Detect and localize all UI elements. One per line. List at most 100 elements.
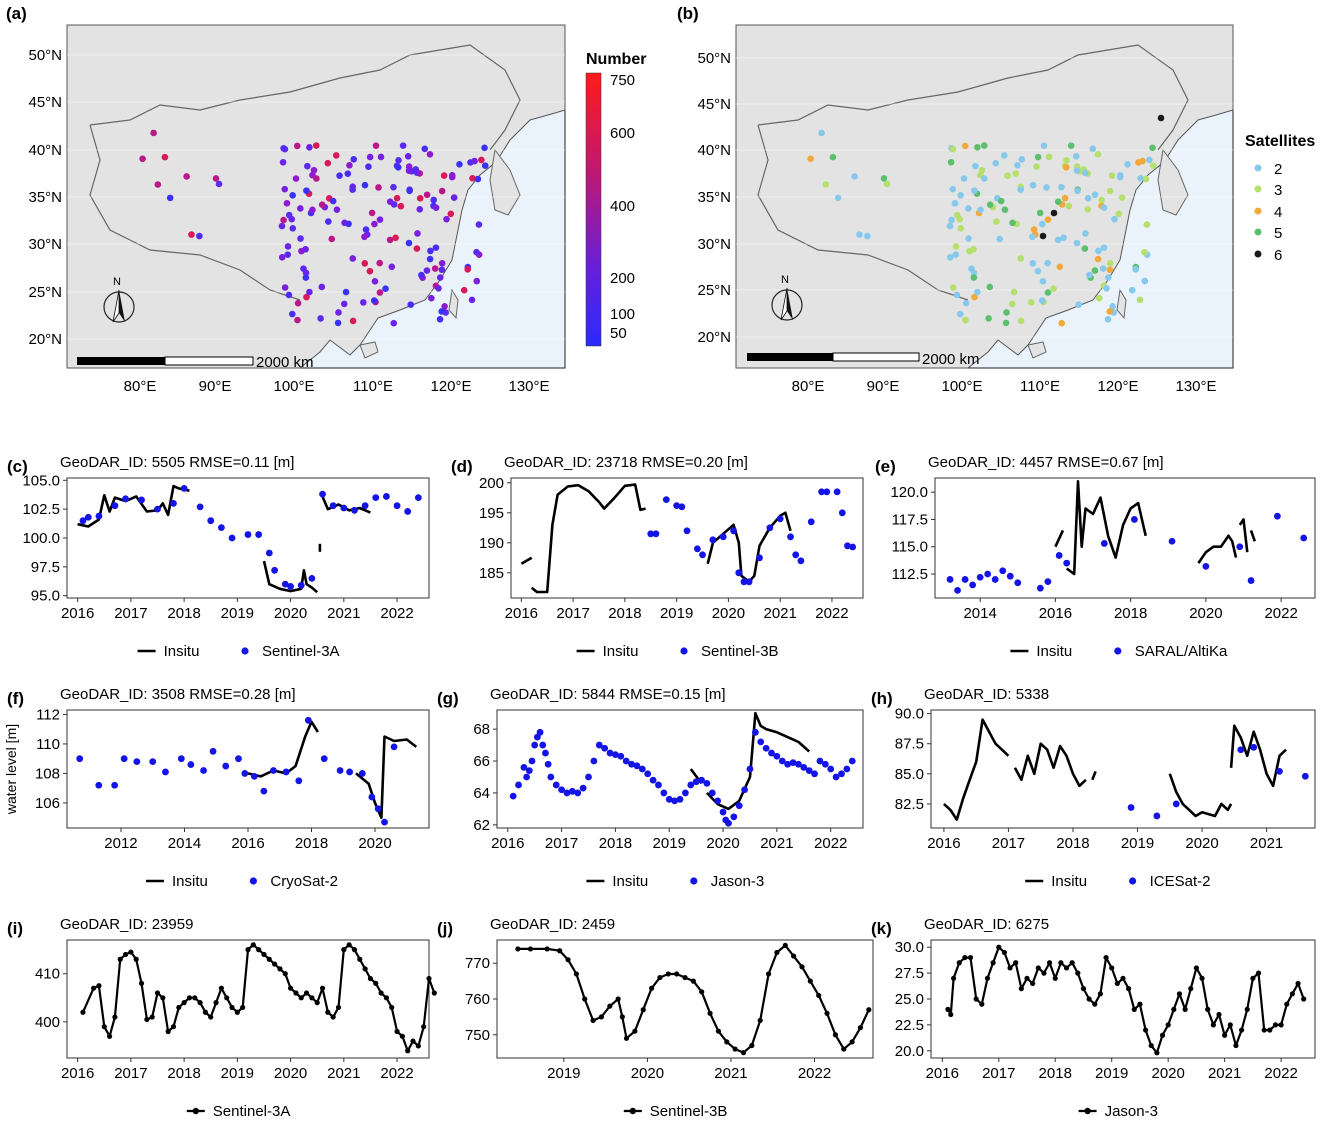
station-dot xyxy=(997,197,1005,205)
y-axis-label: water level [m] xyxy=(3,724,19,815)
station-dot xyxy=(1084,194,1092,202)
x-tick-label: 2017 xyxy=(992,835,1025,852)
station-dot xyxy=(970,245,977,253)
station-dot xyxy=(297,205,304,212)
series-point xyxy=(346,768,354,776)
map-b-lat-axis: 50°N 45°N 40°N 35°N 30°N 25°N 20°N xyxy=(697,50,731,346)
x-tick-label: 2018 xyxy=(295,835,328,852)
series-point xyxy=(741,786,748,794)
series-line xyxy=(262,560,319,594)
legend-key-point xyxy=(192,1107,199,1115)
series-point xyxy=(256,947,262,953)
series-point xyxy=(399,1033,405,1039)
series-point xyxy=(807,518,815,526)
station-dot xyxy=(952,251,960,258)
series-point xyxy=(84,513,92,521)
station-dot xyxy=(154,181,162,188)
series-point xyxy=(1137,1001,1143,1007)
station-dot xyxy=(880,175,888,182)
station-dot xyxy=(1100,244,1108,251)
station-dot xyxy=(1033,163,1040,170)
series-point xyxy=(381,818,388,826)
station-dot xyxy=(426,255,434,263)
station-dot xyxy=(834,194,842,202)
series-point xyxy=(719,808,727,816)
series-point xyxy=(708,789,716,797)
series-point xyxy=(1193,965,1200,971)
station-dot xyxy=(365,163,372,170)
series-line xyxy=(943,718,1010,821)
station-dot xyxy=(349,317,357,325)
station-dot xyxy=(1124,160,1131,168)
station-dot xyxy=(318,283,326,291)
station-dot xyxy=(280,216,287,224)
legend-key-point xyxy=(249,877,257,885)
station-dot xyxy=(1132,266,1140,273)
station-dot xyxy=(414,230,421,237)
timeseries-panels: (c) GeoDAR_ID: 5505 RMSE=0.11 [m] 2016 2017… xyxy=(3,454,1316,1120)
series-point xyxy=(1199,975,1205,981)
station-dot xyxy=(1004,172,1011,179)
station-dot xyxy=(1075,301,1083,308)
series-point xyxy=(218,985,224,991)
station-dot xyxy=(447,210,455,218)
station-dot xyxy=(1044,216,1052,223)
station-dot xyxy=(139,155,146,163)
station-dot xyxy=(161,153,169,161)
series-point xyxy=(557,948,563,954)
lat-tick: 20°N xyxy=(28,331,62,348)
series-point xyxy=(687,781,695,789)
series-point xyxy=(303,990,310,996)
station-dot xyxy=(1073,239,1081,247)
station-dot xyxy=(313,175,320,182)
station-dot xyxy=(1072,153,1080,160)
station-dot xyxy=(318,201,326,209)
series-point xyxy=(757,1017,763,1024)
x-tick-label: 2018 xyxy=(167,1065,200,1082)
station-dot xyxy=(965,205,972,212)
series-point xyxy=(133,956,139,962)
series-point xyxy=(515,946,521,952)
lon-tick: 90°E xyxy=(199,378,232,395)
station-dot xyxy=(450,194,458,201)
series-point xyxy=(1006,572,1014,580)
station-dot xyxy=(328,235,336,243)
series-point xyxy=(1165,1022,1171,1028)
series-point xyxy=(287,583,294,590)
chart-legend: Insitu Jason-3 xyxy=(586,873,764,890)
series-line xyxy=(517,944,870,1054)
series-point xyxy=(1202,562,1210,570)
series-point xyxy=(805,767,813,774)
station-dot xyxy=(1017,317,1025,325)
legend-label: 2 xyxy=(1274,161,1282,178)
series-point xyxy=(1036,584,1044,592)
station-dot xyxy=(393,194,401,202)
series-point xyxy=(261,951,267,958)
station-dot xyxy=(421,145,429,153)
panel-label: (g) xyxy=(437,689,459,708)
series-point xyxy=(197,1000,203,1006)
map-a-gridlines xyxy=(67,54,565,340)
legend-key-point xyxy=(629,1107,636,1115)
series-point xyxy=(746,765,754,773)
series-point xyxy=(265,549,273,557)
x-tick-label: 2019 xyxy=(221,1065,254,1082)
legend-label: Insitu xyxy=(1036,643,1072,660)
series-point xyxy=(361,502,369,510)
series-point xyxy=(319,985,326,991)
series-point xyxy=(1120,975,1126,981)
series-point xyxy=(969,581,977,589)
station-dot xyxy=(283,199,291,207)
series-line xyxy=(247,720,320,778)
station-dot xyxy=(1014,161,1021,169)
station-dot xyxy=(346,161,353,169)
x-tick-label: 2020 xyxy=(274,605,307,622)
series-point xyxy=(362,966,368,972)
series-point xyxy=(800,764,808,771)
series-point xyxy=(196,503,204,511)
series-point xyxy=(245,947,251,953)
series-point xyxy=(844,542,851,550)
series-point xyxy=(1131,516,1138,523)
series-point xyxy=(1035,965,1041,971)
series-point xyxy=(1063,559,1071,567)
